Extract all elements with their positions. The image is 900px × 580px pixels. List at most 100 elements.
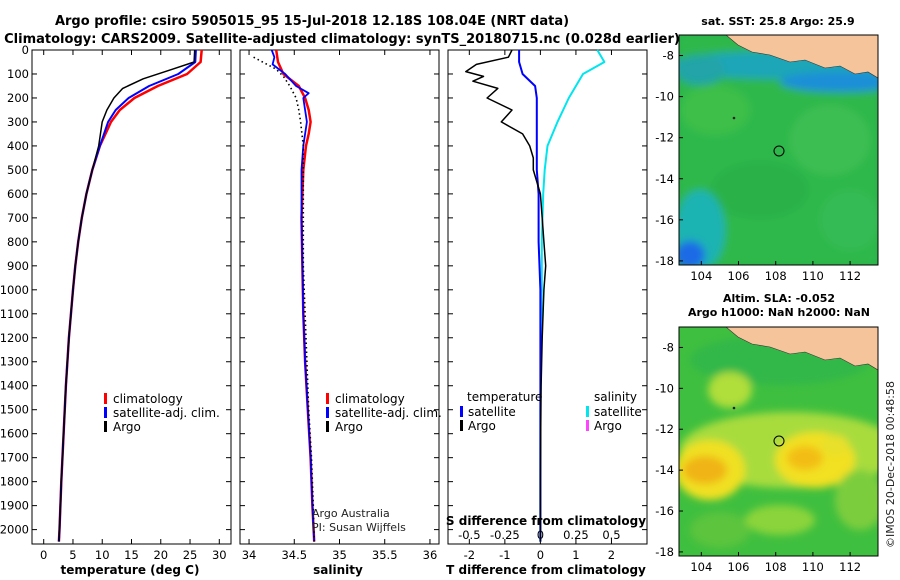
sst-map-axes: 104 106 108 110 112 -8 -10 -12 -14 -16 -18 xyxy=(655,49,861,283)
difference-panel: -2 -1 0 1 2 -0.5 -0.25 0 0.25 0.5 T difference f… xyxy=(446,49,648,577)
x-tick-label: 30 xyxy=(212,548,227,562)
pi-note: PI: Susan Wijffels xyxy=(312,521,406,534)
sla-map-title-line1: Altim. SLA: -0.052 xyxy=(723,292,835,305)
depth-tick-label: 1600 xyxy=(0,427,29,441)
sal-legend-argo-label: Argo xyxy=(335,420,363,434)
depth-tick-label: 1500 xyxy=(0,403,29,417)
sla-map-field xyxy=(679,327,878,556)
depth-tick-label: 400 xyxy=(7,139,29,153)
s-difference-axis-label: S difference from climatology xyxy=(446,514,646,528)
sla-map-frame xyxy=(678,326,879,557)
depth-tick-label: 200 xyxy=(7,91,29,105)
x-tick-label: 20 xyxy=(153,548,168,562)
s-satellite-diff-line xyxy=(539,49,606,542)
depth-tick-label: 2000 xyxy=(0,523,29,537)
x-tick-label: 10 xyxy=(95,548,110,562)
difference-plot-frame xyxy=(447,49,648,545)
x-tick-label: 25 xyxy=(183,548,198,562)
legend-s-argo-swatch xyxy=(586,420,589,431)
s-tick-label: -0.25 xyxy=(490,528,520,542)
depth-tick-label: 800 xyxy=(7,235,29,249)
legend-t-satellite-label: satellite xyxy=(468,405,516,419)
x-tick-label: 0 xyxy=(40,548,47,562)
x-tick-label: 2 xyxy=(608,548,615,562)
salinity-axis-label: salinity xyxy=(313,563,363,577)
map-lat-label: -18 xyxy=(655,254,674,268)
s-tick-label: 0.25 xyxy=(563,528,589,542)
map-lon-label: 106 xyxy=(728,560,750,574)
t-difference-x-axis: -2 -1 0 1 2 xyxy=(464,50,615,562)
map-lat-label: -14 xyxy=(655,172,674,186)
depth-tick-label: 1000 xyxy=(0,283,29,297)
depth-tick-label: 1300 xyxy=(0,355,29,369)
legend-t-satellite-swatch xyxy=(460,406,463,417)
figure-title-line1: Argo profile: csiro 5905015_95 15-Jul-20… xyxy=(55,14,569,29)
sal-legend-satellite-label: satellite-adj. clim. xyxy=(335,406,442,420)
legend-satellite-swatch xyxy=(104,407,107,418)
map-lon-label: 110 xyxy=(802,269,824,283)
map-lon-label: 106 xyxy=(728,269,750,283)
t-difference-axis-label: T difference from climatology xyxy=(446,563,646,577)
depth-tick-label: 600 xyxy=(7,187,29,201)
map-lat-label: -18 xyxy=(655,545,674,559)
depth-tick-label: 0 xyxy=(22,43,29,57)
x-tick-label: 5 xyxy=(69,548,76,562)
sst-map: sat. SST: 25.8 Argo: 25.9 104 106 108 110 11… xyxy=(655,15,879,283)
sla-map-title-line2: Argo h1000: NaN h2000: NaN xyxy=(688,306,870,319)
salinity-legend: climatology satellite-adj. clim. Argo xyxy=(326,392,442,434)
legend-salinity-heading: salinity xyxy=(594,390,637,404)
depth-tick-label: 900 xyxy=(7,259,29,273)
map-lon-label: 108 xyxy=(765,269,787,283)
java-coastline xyxy=(725,35,878,79)
depth-tick-label: 700 xyxy=(7,211,29,225)
x-tick-label: -2 xyxy=(464,548,475,562)
t-argo-diff-line xyxy=(465,49,547,542)
x-tick-label: 15 xyxy=(124,548,139,562)
map-lat-label: -14 xyxy=(655,463,674,477)
map-lat-label: -8 xyxy=(663,49,674,63)
difference-series xyxy=(465,49,606,542)
x-tick-label: 0 xyxy=(537,548,544,562)
depth-tick-label: 1700 xyxy=(0,451,29,465)
map-lon-label: 108 xyxy=(765,560,787,574)
depth-tick-label: 1100 xyxy=(0,307,29,321)
difference-legend-salinity: salinity satellite Argo xyxy=(586,390,642,433)
depth-tick-label: 500 xyxy=(7,163,29,177)
island-marker-2 xyxy=(732,406,736,410)
sal-legend-climatology-label: climatology xyxy=(335,392,405,406)
map-lat-label: -10 xyxy=(655,90,674,104)
difference-depth-ticks xyxy=(448,49,647,531)
map-lat-label: -12 xyxy=(655,131,674,145)
legend-s-satellite-swatch xyxy=(586,406,589,417)
map-lat-label: -16 xyxy=(655,504,674,518)
island-marker xyxy=(732,116,736,120)
map-lat-label: -16 xyxy=(655,213,674,227)
salinity-series xyxy=(253,49,316,542)
salinity-panel: 34 34.5 35 35.5 36 salinity climatology sate… xyxy=(239,49,442,577)
argo-float-marker xyxy=(773,145,785,157)
temperature-axis-label: temperature (deg C) xyxy=(61,563,200,577)
legend-t-argo-label: Argo xyxy=(468,419,496,433)
x-tick-label: -1 xyxy=(499,548,510,562)
depth-tick-label: 300 xyxy=(7,115,29,129)
map-lon-label: 104 xyxy=(690,269,712,283)
argo-float-marker-2 xyxy=(773,435,785,447)
salinity-depth-ticks xyxy=(240,49,439,531)
temperature-plot-frame xyxy=(31,49,232,545)
legend-s-satellite-label: satellite xyxy=(594,405,642,419)
legend-argo-swatch xyxy=(104,421,107,432)
sst-map-title: sat. SST: 25.8 Argo: 25.9 xyxy=(701,15,854,28)
argo-temperature-line xyxy=(58,49,196,542)
depth-tick-label: 100 xyxy=(7,67,29,81)
sla-map-axes: 104 106 108 110 112 -8 -10 -12 -14 -16 -18 xyxy=(655,340,861,574)
x-tick-label: 34 xyxy=(242,548,257,562)
salinity-plot-frame xyxy=(239,49,440,545)
sal-legend-climatology-swatch xyxy=(326,393,329,404)
map-lat-label: -8 xyxy=(663,340,674,354)
depth-tick-label: 1400 xyxy=(0,379,29,393)
temperature-legend: climatology satellite-adj. clim. Argo xyxy=(104,392,220,434)
salinity-x-axis: 34 34.5 35 35.5 36 xyxy=(242,50,437,562)
depth-tick-label: 1200 xyxy=(0,331,29,345)
sla-map: Altim. SLA: -0.052 Argo h1000: NaN h2000… xyxy=(655,292,879,574)
